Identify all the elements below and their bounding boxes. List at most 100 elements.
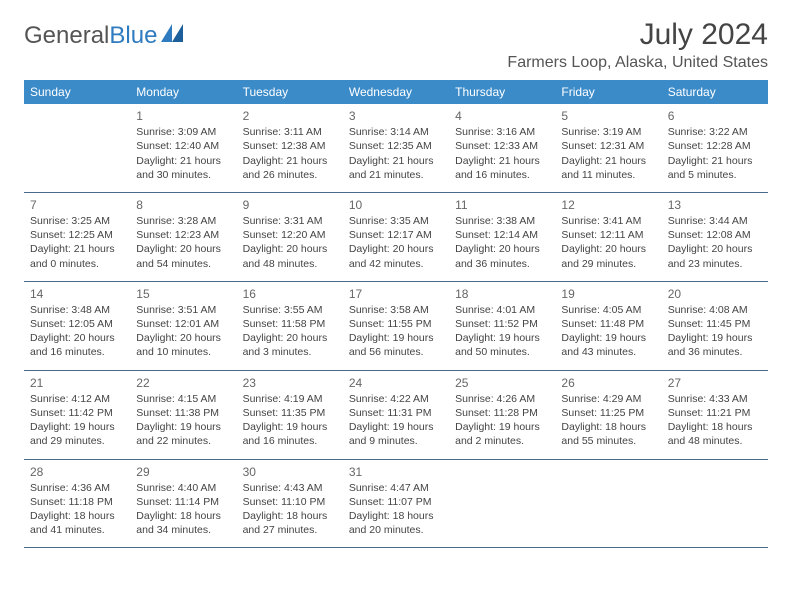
day-cell: 31Sunrise: 4:47 AMSunset: 11:07 PMDaylig… (343, 460, 449, 548)
day-number: 14 (30, 286, 124, 302)
day-number: 18 (455, 286, 549, 302)
day-cell: 25Sunrise: 4:26 AMSunset: 11:28 PMDaylig… (449, 371, 555, 459)
sunset-line: Sunset: 11:10 PM (243, 495, 337, 509)
day-cell (555, 460, 661, 548)
daylight-line: Daylight: 21 hours and 16 minutes. (455, 154, 549, 182)
sunrise-line: Sunrise: 3:14 AM (349, 125, 443, 139)
day-cell: 3Sunrise: 3:14 AMSunset: 12:35 AMDayligh… (343, 104, 449, 192)
day-number: 15 (136, 286, 230, 302)
sunrise-line: Sunrise: 3:38 AM (455, 214, 549, 228)
day-number: 6 (668, 108, 762, 124)
day-cell: 11Sunrise: 3:38 AMSunset: 12:14 AMDaylig… (449, 193, 555, 281)
day-cell (662, 460, 768, 548)
sunset-line: Sunset: 12:01 AM (136, 317, 230, 331)
day-cell: 28Sunrise: 4:36 AMSunset: 11:18 PMDaylig… (24, 460, 130, 548)
sunset-line: Sunset: 12:05 AM (30, 317, 124, 331)
day-cell (24, 104, 130, 192)
day-cell: 12Sunrise: 3:41 AMSunset: 12:11 AMDaylig… (555, 193, 661, 281)
dow-thursday: Thursday (449, 80, 555, 104)
daylight-line: Daylight: 21 hours and 11 minutes. (561, 154, 655, 182)
sunset-line: Sunset: 11:52 PM (455, 317, 549, 331)
daylight-line: Daylight: 18 hours and 27 minutes. (243, 509, 337, 537)
sunrise-line: Sunrise: 4:36 AM (30, 481, 124, 495)
sunset-line: Sunset: 12:25 AM (30, 228, 124, 242)
logo-text-1: General (24, 22, 109, 50)
day-number: 28 (30, 464, 124, 480)
daylight-line: Daylight: 19 hours and 16 minutes. (243, 420, 337, 448)
daylight-line: Daylight: 19 hours and 9 minutes. (349, 420, 443, 448)
sunrise-line: Sunrise: 3:48 AM (30, 303, 124, 317)
day-number: 13 (668, 197, 762, 213)
daylight-line: Daylight: 18 hours and 20 minutes. (349, 509, 443, 537)
sunset-line: Sunset: 11:14 PM (136, 495, 230, 509)
day-number: 25 (455, 375, 549, 391)
day-of-week-row: Sunday Monday Tuesday Wednesday Thursday… (24, 80, 768, 104)
sunrise-line: Sunrise: 4:47 AM (349, 481, 443, 495)
day-cell: 6Sunrise: 3:22 AMSunset: 12:28 AMDayligh… (662, 104, 768, 192)
daylight-line: Daylight: 20 hours and 23 minutes. (668, 242, 762, 270)
daylight-line: Daylight: 20 hours and 16 minutes. (30, 331, 124, 359)
sunrise-line: Sunrise: 3:41 AM (561, 214, 655, 228)
day-number: 12 (561, 197, 655, 213)
day-cell: 18Sunrise: 4:01 AMSunset: 11:52 PMDaylig… (449, 282, 555, 370)
daylight-line: Daylight: 21 hours and 26 minutes. (243, 154, 337, 182)
day-number: 27 (668, 375, 762, 391)
sunrise-line: Sunrise: 4:05 AM (561, 303, 655, 317)
day-number: 21 (30, 375, 124, 391)
daylight-line: Daylight: 21 hours and 21 minutes. (349, 154, 443, 182)
day-number: 5 (561, 108, 655, 124)
sunrise-line: Sunrise: 3:35 AM (349, 214, 443, 228)
daylight-line: Daylight: 21 hours and 30 minutes. (136, 154, 230, 182)
sunset-line: Sunset: 11:42 PM (30, 406, 124, 420)
sunset-line: Sunset: 12:20 AM (243, 228, 337, 242)
day-cell: 15Sunrise: 3:51 AMSunset: 12:01 AMDaylig… (130, 282, 236, 370)
day-cell: 29Sunrise: 4:40 AMSunset: 11:14 PMDaylig… (130, 460, 236, 548)
day-cell: 20Sunrise: 4:08 AMSunset: 11:45 PMDaylig… (662, 282, 768, 370)
dow-friday: Friday (555, 80, 661, 104)
daylight-line: Daylight: 19 hours and 50 minutes. (455, 331, 549, 359)
dow-sunday: Sunday (24, 80, 130, 104)
dow-monday: Monday (130, 80, 236, 104)
sunrise-line: Sunrise: 3:19 AM (561, 125, 655, 139)
sunrise-line: Sunrise: 3:25 AM (30, 214, 124, 228)
logo: GeneralBlue (24, 18, 183, 50)
day-cell: 4Sunrise: 3:16 AMSunset: 12:33 AMDayligh… (449, 104, 555, 192)
sunset-line: Sunset: 12:08 AM (668, 228, 762, 242)
daylight-line: Daylight: 19 hours and 29 minutes. (30, 420, 124, 448)
calendar: Sunday Monday Tuesday Wednesday Thursday… (24, 80, 768, 548)
sunrise-line: Sunrise: 4:08 AM (668, 303, 762, 317)
day-cell: 26Sunrise: 4:29 AMSunset: 11:25 PMDaylig… (555, 371, 661, 459)
sunset-line: Sunset: 12:23 AM (136, 228, 230, 242)
day-number: 22 (136, 375, 230, 391)
sunset-line: Sunset: 12:14 AM (455, 228, 549, 242)
sunrise-line: Sunrise: 3:31 AM (243, 214, 337, 228)
day-cell: 14Sunrise: 3:48 AMSunset: 12:05 AMDaylig… (24, 282, 130, 370)
dow-saturday: Saturday (662, 80, 768, 104)
day-cell: 9Sunrise: 3:31 AMSunset: 12:20 AMDayligh… (237, 193, 343, 281)
day-number: 29 (136, 464, 230, 480)
sunrise-line: Sunrise: 4:26 AM (455, 392, 549, 406)
sunset-line: Sunset: 11:38 PM (136, 406, 230, 420)
sunset-line: Sunset: 12:33 AM (455, 139, 549, 153)
daylight-line: Daylight: 18 hours and 41 minutes. (30, 509, 124, 537)
week-row: 21Sunrise: 4:12 AMSunset: 11:42 PMDaylig… (24, 371, 768, 460)
day-number: 24 (349, 375, 443, 391)
daylight-line: Daylight: 18 hours and 34 minutes. (136, 509, 230, 537)
day-number: 4 (455, 108, 549, 124)
daylight-line: Daylight: 19 hours and 43 minutes. (561, 331, 655, 359)
daylight-line: Daylight: 20 hours and 48 minutes. (243, 242, 337, 270)
day-number: 23 (243, 375, 337, 391)
sunrise-line: Sunrise: 4:01 AM (455, 303, 549, 317)
sunrise-line: Sunrise: 3:22 AM (668, 125, 762, 139)
day-number: 30 (243, 464, 337, 480)
day-cell: 30Sunrise: 4:43 AMSunset: 11:10 PMDaylig… (237, 460, 343, 548)
day-number: 26 (561, 375, 655, 391)
day-number: 9 (243, 197, 337, 213)
day-cell: 7Sunrise: 3:25 AMSunset: 12:25 AMDayligh… (24, 193, 130, 281)
sunset-line: Sunset: 12:31 AM (561, 139, 655, 153)
sunset-line: Sunset: 12:28 AM (668, 139, 762, 153)
day-cell: 16Sunrise: 3:55 AMSunset: 11:58 PMDaylig… (237, 282, 343, 370)
day-number: 19 (561, 286, 655, 302)
sunrise-line: Sunrise: 3:16 AM (455, 125, 549, 139)
daylight-line: Daylight: 20 hours and 36 minutes. (455, 242, 549, 270)
